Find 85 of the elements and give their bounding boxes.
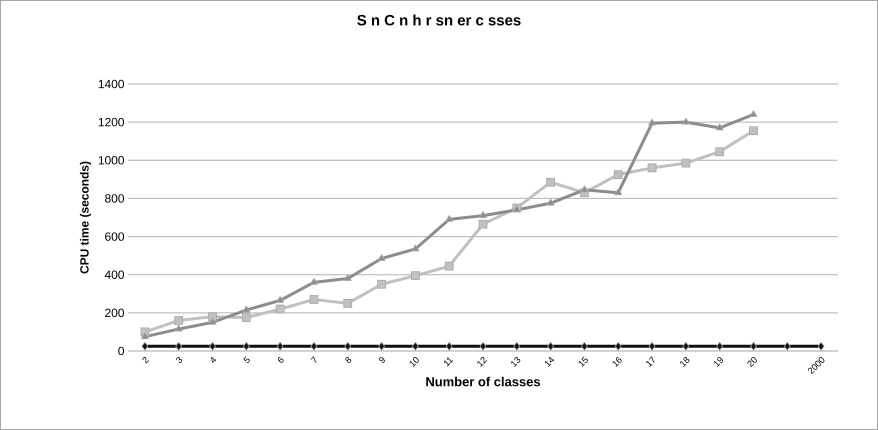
x-tick-label: 9 (379, 357, 385, 363)
point (343, 298, 352, 308)
y-tick-label: 0 (118, 346, 124, 356)
point (478, 220, 488, 229)
point (547, 342, 554, 351)
point (716, 123, 724, 130)
x-tick-label: 8 (345, 357, 352, 363)
x-tick-label: 19 (714, 357, 723, 367)
point (310, 295, 318, 304)
x-tick-label: 5 (243, 356, 250, 363)
point (648, 118, 656, 126)
point (580, 185, 588, 192)
y-tick-label: 1400 (98, 80, 124, 88)
x-tick-label: 20 (748, 357, 757, 368)
x-tick-label: 2 (142, 357, 150, 364)
x-tick-label: 11 (444, 357, 454, 366)
point (412, 342, 419, 351)
point (648, 164, 656, 172)
point (648, 342, 656, 351)
point (749, 126, 758, 136)
point (276, 296, 284, 303)
y-tick-label: 1000 (98, 156, 124, 165)
x-tick-label: 6 (278, 357, 284, 363)
y-tick-label: 800 (105, 194, 124, 203)
x-tick-label: 18 (680, 357, 690, 367)
point (208, 312, 217, 322)
point (784, 342, 791, 351)
y-axis-title: CPU time (seconds) (80, 162, 92, 274)
point (818, 342, 824, 351)
point (479, 211, 487, 218)
point (276, 342, 284, 351)
x-tick-label: 16 (612, 357, 622, 367)
point (445, 215, 454, 222)
point (614, 342, 622, 351)
point (750, 110, 758, 117)
x-tick-label: 12 (477, 357, 488, 367)
chart-title: S n C n h r sn er c sses (357, 14, 521, 26)
x-tick-label: 15 (578, 356, 588, 367)
y-tick-label: 200 (105, 308, 124, 318)
point (682, 342, 690, 351)
point (377, 280, 386, 289)
point (378, 342, 385, 351)
point (614, 170, 623, 179)
point (681, 158, 690, 168)
point (208, 318, 216, 325)
x-tick-label: 10 (410, 357, 419, 367)
point (242, 313, 251, 322)
point (378, 254, 386, 261)
x-tick-label: 14 (544, 356, 554, 367)
point (310, 342, 318, 351)
point (546, 198, 554, 206)
point (446, 342, 453, 351)
point (581, 342, 588, 351)
point (242, 342, 250, 351)
x-axis-title: Number of classes (426, 376, 540, 386)
x-tick-label: 4 (211, 356, 216, 363)
point (411, 271, 420, 280)
x-tick-label: 7 (310, 356, 317, 363)
y-tick-label: 600 (105, 232, 124, 241)
point (444, 262, 454, 271)
point (209, 342, 216, 351)
point (750, 342, 757, 351)
point (513, 342, 520, 351)
point (614, 188, 622, 196)
point (344, 342, 352, 351)
x-tick-label: 17 (646, 356, 655, 367)
point (242, 306, 250, 312)
point (174, 324, 183, 332)
y-tick-label: 1200 (98, 118, 124, 126)
x-tick-label: 13 (511, 357, 520, 367)
point (142, 342, 148, 351)
point (175, 342, 182, 351)
point (716, 342, 724, 351)
point (480, 342, 486, 351)
point (276, 304, 285, 314)
point (310, 278, 318, 285)
point (344, 274, 352, 281)
x-tick-label: 3 (176, 357, 182, 363)
point (174, 316, 184, 325)
point (715, 147, 724, 156)
y-tick-label: 400 (104, 270, 124, 279)
point (546, 178, 556, 187)
point (412, 244, 420, 252)
point (141, 332, 149, 340)
point (682, 118, 690, 125)
